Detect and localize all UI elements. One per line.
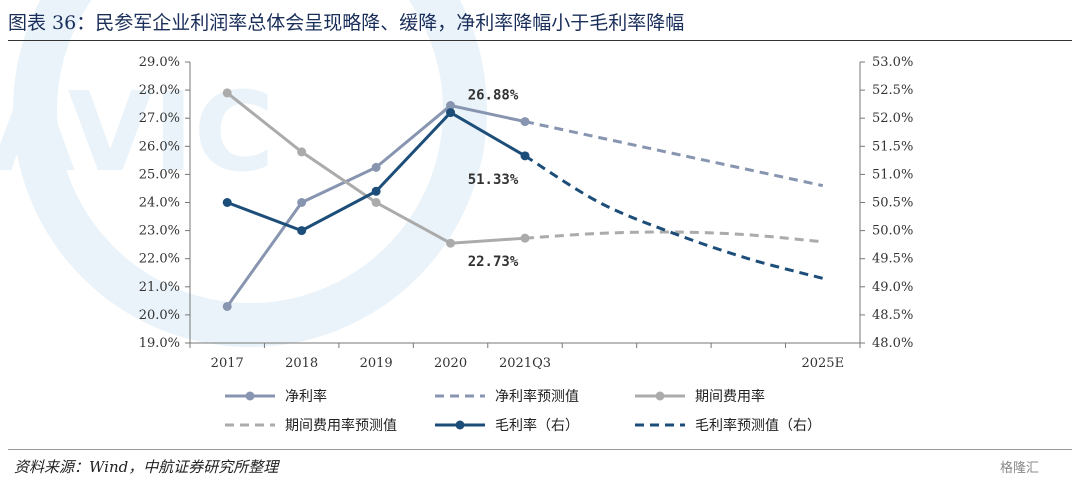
- legend-label: 期间费用率: [695, 388, 765, 405]
- legend-label: 毛利率预测值（右）: [695, 417, 821, 434]
- legend-label: 毛利率（右）: [495, 417, 579, 434]
- data-label: 51.33%: [468, 172, 519, 188]
- x-tick-label: 2021Q3: [499, 356, 551, 371]
- y-tick-label-left: 26.0%: [139, 139, 180, 154]
- y-tick-label-right: 50.0%: [872, 224, 913, 239]
- series-line: [524, 120, 824, 188]
- data-point: [297, 226, 307, 236]
- data-point: [446, 101, 456, 111]
- brand-watermark: 格隆汇: [1000, 461, 1040, 476]
- watermark-logo: AVIC: [0, 0, 487, 347]
- data-label: 22.73%: [468, 254, 519, 270]
- y-tick-label-left: 28.0%: [139, 83, 180, 98]
- y-tick-label-right: 49.0%: [872, 280, 913, 295]
- x-tick-label: 2018: [285, 356, 318, 371]
- data-point: [222, 88, 232, 98]
- data-point: [371, 162, 381, 172]
- legend-marker: [455, 420, 465, 430]
- y-tick-label-left: 19.0%: [139, 336, 180, 351]
- legend-label: 净利率预测值: [495, 388, 579, 405]
- page-title: 图表 36：民参军企业利润率总体会呈现略降、缓降，净利率降幅小于毛利率降幅: [8, 6, 1072, 41]
- x-tick-label: 2020: [434, 356, 467, 371]
- y-tick-label-left: 21.0%: [139, 280, 180, 295]
- legend-marker: [655, 391, 665, 401]
- y-tick-label-left: 25.0%: [139, 167, 180, 182]
- legend-label: 期间费用率预测值: [285, 417, 397, 434]
- data-point: [446, 108, 456, 118]
- x-tick-label: 2017: [211, 356, 244, 371]
- legend-marker: [245, 391, 255, 401]
- y-tick-label-right: 52.5%: [872, 83, 913, 98]
- x-tick-label: 2025E: [801, 356, 844, 371]
- data-point: [297, 147, 307, 157]
- legend-label: 净利率: [285, 388, 327, 405]
- y-tick-label-right: 52.0%: [872, 111, 913, 126]
- data-point: [297, 198, 307, 207]
- data-point: [371, 198, 381, 207]
- data-point: [222, 301, 232, 311]
- y-tick-label-left: 22.0%: [139, 252, 180, 267]
- y-tick-label-right: 48.5%: [872, 308, 913, 323]
- data-label: 26.88%: [468, 88, 519, 104]
- data-point: [371, 186, 381, 196]
- data-point: [222, 198, 232, 207]
- y-tick-label-left: 29.0%: [139, 55, 180, 70]
- y-tick-label-right: 50.5%: [872, 196, 913, 211]
- y-tick-label-left: 24.0%: [139, 196, 180, 211]
- svg-text:AVIC: AVIC: [0, 68, 274, 196]
- y-tick-label-right: 53.0%: [872, 55, 913, 70]
- axes: 19.0% 20.0% 21.0% 22.0% 23.0% 24.0% 25.0% 26.0%…: [139, 55, 914, 371]
- y-tick-label-right: 51.5%: [872, 139, 913, 154]
- data-point: [446, 238, 456, 248]
- annotations-layer: 26.88% 51.33% 22.73%: [468, 88, 519, 271]
- y-tick-label-left: 27.0%: [139, 111, 180, 126]
- y-tick-label-left: 20.0%: [139, 308, 180, 323]
- series-layer: [222, 88, 824, 311]
- y-tick-label-left: 23.0%: [139, 224, 180, 239]
- y-tick-label-right: 48.0%: [872, 336, 913, 351]
- series-line: [524, 230, 823, 244]
- y-tick-label-right: 49.5%: [872, 252, 913, 267]
- source-note: 资料来源：Wind，中航证券研究所整理: [14, 458, 279, 476]
- bottom-rule: [8, 449, 1072, 450]
- y-tick-label-right: 51.0%: [872, 167, 913, 182]
- series-line: [524, 154, 824, 280]
- x-tick-label: 2019: [360, 356, 393, 371]
